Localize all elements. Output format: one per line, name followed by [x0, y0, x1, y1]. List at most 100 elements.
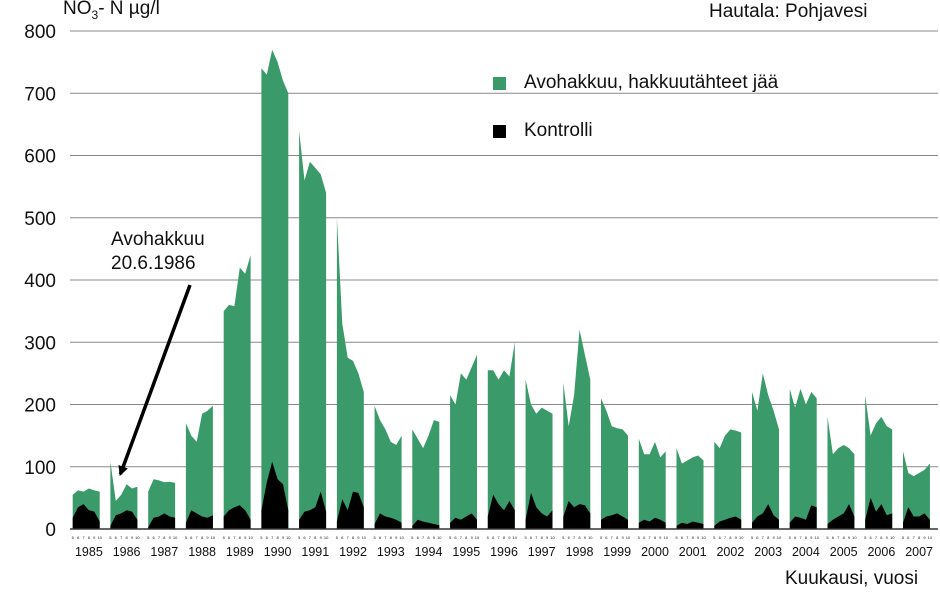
month-tick-label: 5 — [298, 535, 301, 540]
month-tick-label: 7 — [158, 535, 161, 540]
month-tick-label: 8 — [390, 535, 393, 540]
month-tick-label: 6 — [303, 535, 306, 540]
month-tick-label: 8 — [578, 535, 581, 540]
month-tick-label: 8 — [541, 535, 544, 540]
month-tick-label: 9 — [282, 535, 285, 540]
month-tick-label: 10 — [852, 535, 857, 540]
month-tick-label: 9 — [810, 535, 813, 540]
month-tick-label: 8 — [503, 535, 506, 540]
month-tick-label: 7 — [837, 535, 840, 540]
area-kontrolli-1999 — [601, 513, 628, 529]
month-tick-label: 8 — [352, 535, 355, 540]
y-tick-label: 600 — [24, 147, 56, 168]
month-tick-label: 7 — [762, 535, 765, 540]
area-avohakkuu-2002 — [714, 429, 742, 529]
area-kontrolli-1991 — [299, 491, 327, 529]
month-tick-label: 7 — [384, 535, 387, 540]
area-kontrolli-1985 — [72, 504, 100, 529]
year-tick-label: 1995 — [452, 545, 480, 559]
month-tick-label: 5 — [751, 535, 754, 540]
y-axis-ticks: 0 100 200 300 400 500 600 700 800 — [24, 22, 56, 541]
month-tick-label: 5 — [524, 535, 527, 540]
month-tick-label: 5 — [449, 535, 452, 540]
month-tick-label: 5 — [373, 535, 376, 540]
legend-label-kontrolli: Kontrolli — [524, 120, 593, 141]
month-tick-label: 9 — [697, 535, 700, 540]
month-tick-label: 5 — [675, 535, 678, 540]
month-tick-label: 5 — [72, 535, 75, 540]
month-tick-label: 9 — [886, 535, 889, 540]
month-tick-label: 10 — [928, 535, 933, 540]
annotation-arrow-line — [118, 284, 192, 477]
legend-swatch-avohakkuu — [493, 76, 506, 90]
month-tick-label: 5 — [223, 535, 226, 540]
month-tick-label: 6 — [152, 535, 155, 540]
month-tick-label: 9 — [320, 535, 323, 540]
month-tick-label: 6 — [77, 535, 80, 540]
year-tick-label: 1997 — [528, 545, 556, 559]
year-tick-label: 1999 — [603, 545, 631, 559]
month-tick-label: 9 — [433, 535, 436, 540]
month-tick-label: 5 — [902, 535, 905, 540]
month-tick-label: 8 — [654, 535, 657, 540]
month-tick-label: 5 — [638, 535, 641, 540]
month-tick-label: 6 — [266, 535, 269, 540]
area-avohakkuu-1995 — [450, 354, 477, 529]
month-tick-label: 8 — [465, 535, 468, 540]
year-tick-label: 1998 — [566, 545, 594, 559]
legend-item-avohakkuu: Avohakkuu, hakkuutähteet jää — [493, 72, 778, 94]
y-tick-label: 100 — [24, 458, 56, 479]
month-tick-label: 10 — [135, 535, 140, 540]
area-kontrolli-2004 — [789, 505, 817, 529]
area-kontrolli-2007 — [903, 507, 930, 529]
month-tick-label: 10 — [513, 535, 518, 540]
year-tick-label: 1987 — [150, 545, 178, 559]
legend-label-avohakkuu: Avohakkuu, hakkuutähteet jää — [524, 72, 779, 93]
month-tick-label: 8 — [805, 535, 808, 540]
month-tick-label: 10 — [739, 535, 744, 540]
month-tick-label: 9 — [508, 535, 511, 540]
area-kontrolli-1992 — [336, 491, 364, 529]
month-tick-label: 10 — [324, 535, 329, 540]
month-tick-label: 10 — [173, 535, 178, 540]
month-tick-label: 9 — [169, 535, 172, 540]
area-kontrolli-1995 — [450, 513, 477, 529]
month-tick-label: 10 — [248, 535, 253, 540]
month-tick-label: 5 — [713, 535, 716, 540]
month-tick-label: 6 — [643, 535, 646, 540]
month-tick-label: 7 — [460, 535, 463, 540]
area-avohakkuu-1992 — [336, 217, 364, 530]
month-tick-label: 9 — [395, 535, 398, 540]
area-avohakkuu-1993 — [374, 405, 402, 529]
year-tick-label: 2007 — [905, 545, 933, 559]
series-areas — [72, 49, 930, 530]
month-tick-label: 9 — [206, 535, 209, 540]
month-tick-label: 8 — [692, 535, 695, 540]
area-avohakkuu-2006 — [865, 395, 893, 529]
month-tick-label: 8 — [918, 535, 921, 540]
area-kontrolli-1989 — [223, 505, 251, 529]
month-tick-label: 5 — [109, 535, 112, 540]
month-tick-label: 9 — [659, 535, 662, 540]
month-tick-label: 5 — [147, 535, 150, 540]
year-tick-label: 2003 — [754, 545, 782, 559]
area-kontrolli-1990 — [261, 461, 289, 529]
area-avohakkuu-2000 — [638, 438, 666, 529]
annotation-line-2: 20.6.1986 — [111, 253, 196, 274]
area-kontrolli-1994 — [412, 519, 440, 529]
month-tick-label: 6 — [492, 535, 495, 540]
year-tick-label: 1993 — [377, 545, 405, 559]
month-tick-label: 7 — [724, 535, 727, 540]
annotation-line-1: Avohakkuu — [111, 229, 205, 250]
month-tick-label: 5 — [185, 535, 188, 540]
month-tick-label: 9 — [131, 535, 134, 540]
area-avohakkuu-1989 — [223, 255, 251, 529]
month-tick-label: 6 — [681, 535, 684, 540]
month-tick-label: 10 — [550, 535, 555, 540]
month-tick-label: 10 — [286, 535, 291, 540]
area-avohakkuu-1994 — [412, 420, 440, 529]
month-tick-label: 9 — [471, 535, 474, 540]
month-tick-label: 7 — [196, 535, 199, 540]
month-tick-label: 8 — [201, 535, 204, 540]
